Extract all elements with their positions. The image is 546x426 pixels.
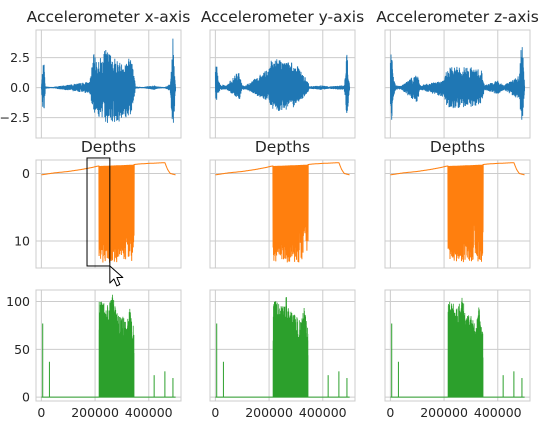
depth-series-line: [41, 162, 176, 263]
data-burst: [98, 294, 135, 398]
y-tick-label: 50: [14, 342, 30, 357]
mouse-cursor-icon: [109, 265, 124, 287]
subplot-title: Accelerometer y-axis: [201, 8, 364, 26]
subplot-title: Accelerometer z-axis: [376, 8, 539, 26]
subplot-title: Depths: [255, 138, 310, 156]
subplot-r2-c1[interactable]: 0 200000 400000: [209, 289, 356, 420]
x-tick-label: 200000: [420, 405, 468, 420]
subplot-r1-c0[interactable]: Depths 0 10: [14, 138, 182, 269]
x-tick-label: 0: [211, 405, 219, 420]
subplot-title: Accelerometer x-axis: [27, 8, 191, 26]
x-tick-label: 400000: [125, 405, 173, 420]
subplot-r0-c0[interactable]: Accelerometer x-axis −2.5 0.0 2.5: [0, 8, 191, 139]
subplot-r1-c1[interactable]: Depths: [209, 138, 356, 269]
data-burst: [272, 297, 309, 398]
subplot-title: Depths: [430, 138, 485, 156]
y-tick-label: 0: [22, 390, 30, 405]
subplot-r1-c2[interactable]: Depths: [384, 138, 531, 269]
x-tick-label: 200000: [71, 405, 119, 420]
accelerometer-series-line: [214, 54, 351, 114]
x-tick-label: 0: [37, 405, 45, 420]
x-tick-label: 400000: [474, 405, 522, 420]
accelerometer-series-line: [40, 38, 177, 123]
zoom-selection-rectangle[interactable]: [86, 157, 111, 267]
subplot-r0-c2[interactable]: Accelerometer z-axis: [376, 8, 539, 139]
depth-series-line: [390, 162, 525, 263]
subplot-r0-c1[interactable]: Accelerometer y-axis: [201, 8, 364, 139]
x-tick-label: 200000: [245, 405, 293, 420]
y-tick-label: 0: [22, 166, 30, 181]
y-tick-label: 2.5: [10, 50, 30, 65]
subplot-title: Depths: [81, 138, 136, 156]
subplot-r2-c0[interactable]: 0 50 100 0 200000 400000: [6, 289, 182, 420]
y-tick-label: −2.5: [0, 110, 30, 125]
y-tick-label: 0.0: [10, 80, 30, 95]
x-tick-label: 0: [386, 405, 394, 420]
x-tick-label: 400000: [299, 405, 347, 420]
y-tick-label: 10: [14, 234, 30, 249]
data-burst: [447, 297, 484, 398]
depth-series-line: [215, 162, 350, 263]
accelerometer-series-line: [389, 47, 526, 120]
y-tick-label: 100: [6, 294, 30, 309]
subplot-r2-c2[interactable]: 0 200000 400000: [384, 289, 531, 420]
